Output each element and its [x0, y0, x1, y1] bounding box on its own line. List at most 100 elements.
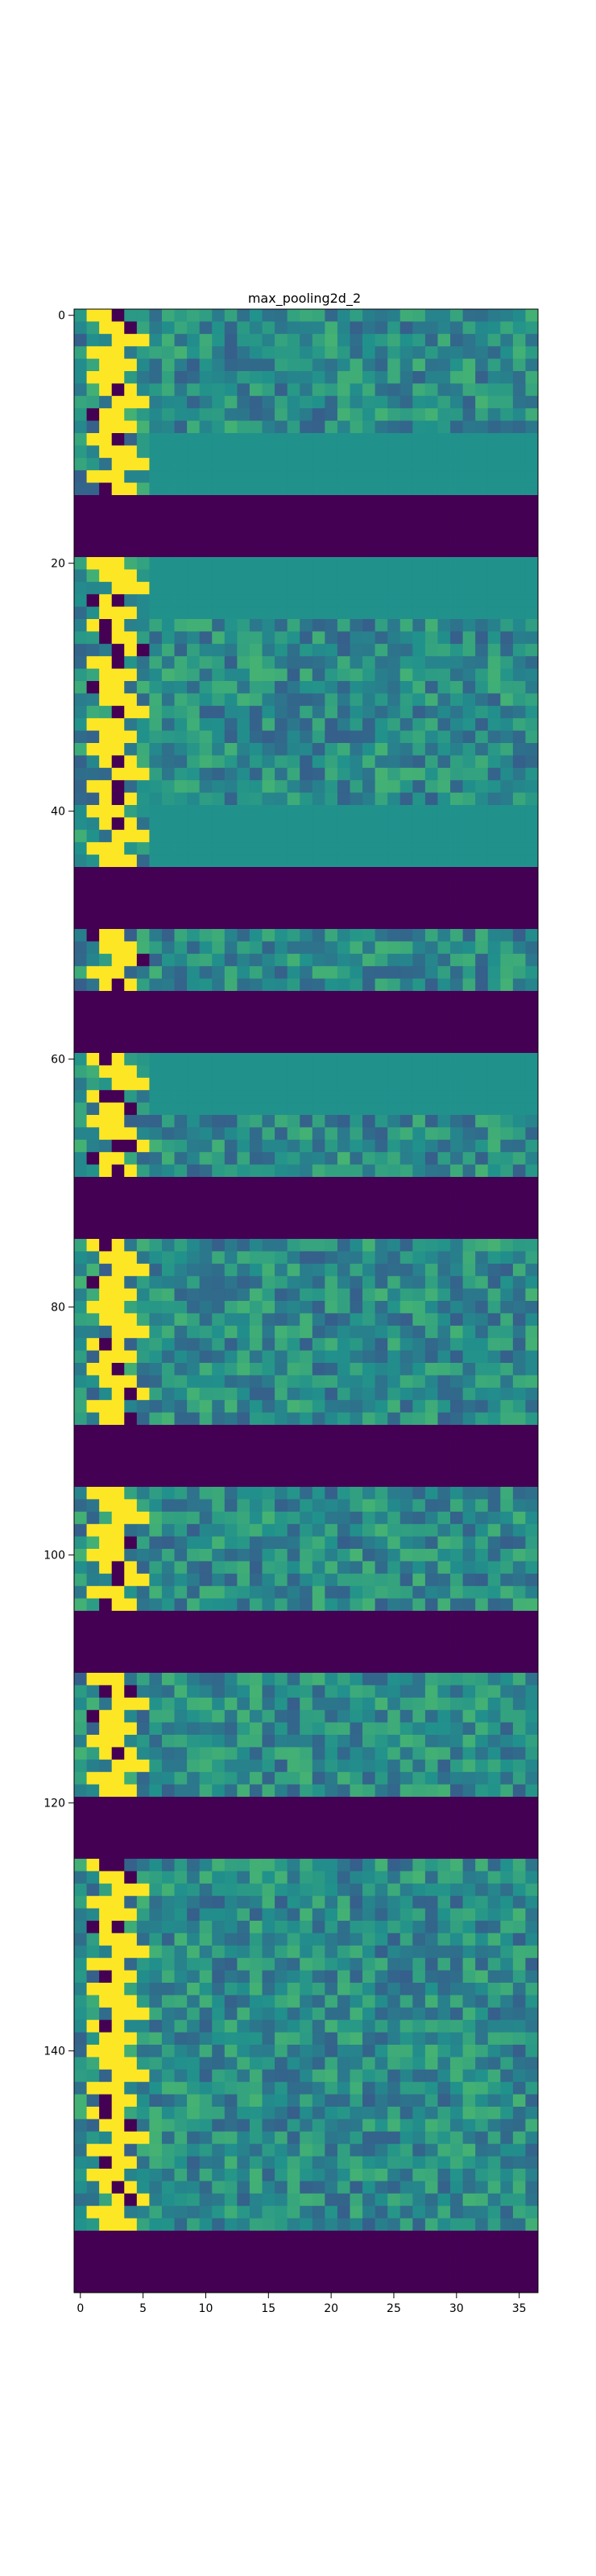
- heatmap-cell: [136, 1921, 150, 1934]
- heatmap-cell: [300, 891, 313, 905]
- heatmap-cell: [249, 1177, 263, 1190]
- heatmap-cell: [487, 1325, 501, 1339]
- heatmap-cell: [512, 1896, 526, 1909]
- heatmap-cell: [74, 929, 87, 942]
- heatmap-cell: [437, 631, 451, 645]
- heatmap-cell: [437, 1201, 451, 1215]
- heatmap-cell: [300, 1784, 313, 1798]
- heatmap-cell: [525, 1102, 539, 1116]
- heatmap-cell: [424, 1697, 438, 1711]
- heatmap-cell: [462, 879, 476, 893]
- heatmap-cell: [312, 1697, 325, 1711]
- heatmap-cell: [325, 1586, 338, 1599]
- heatmap-cell: [212, 333, 226, 347]
- heatmap-cell: [199, 953, 213, 967]
- heatmap-cell: [249, 1710, 263, 1723]
- heatmap-cell: [74, 1214, 87, 1227]
- heatmap-cell: [500, 1449, 514, 1463]
- heatmap-cell: [237, 507, 250, 521]
- heatmap-cell: [124, 1635, 138, 1649]
- heatmap-cell: [462, 445, 476, 459]
- heatmap-cell: [424, 1214, 438, 1227]
- heatmap-cell: [262, 966, 275, 979]
- heatmap-cell: [99, 1784, 113, 1798]
- heatmap-cell: [350, 1809, 363, 1823]
- heatmap-cell: [325, 1053, 338, 1066]
- heatmap-cell: [237, 1635, 250, 1649]
- heatmap-cell: [86, 1722, 100, 1736]
- heatmap-cell: [149, 1363, 163, 1376]
- heatmap-cell: [174, 817, 188, 831]
- heatmap-cell: [475, 1487, 489, 1500]
- heatmap-cell: [375, 941, 388, 955]
- heatmap-cell: [337, 1759, 350, 1773]
- heatmap-cell: [375, 1065, 388, 1079]
- heatmap-cell: [249, 1623, 263, 1637]
- heatmap-cell: [475, 1536, 489, 1550]
- heatmap-cell: [462, 1871, 476, 1885]
- heatmap-cell: [187, 594, 201, 607]
- heatmap-cell: [500, 1437, 514, 1451]
- heatmap-cell: [325, 383, 338, 397]
- heatmap-cell: [212, 792, 226, 806]
- heatmap-cell: [412, 941, 426, 955]
- heatmap-cell: [325, 395, 338, 409]
- heatmap-cell: [487, 1797, 501, 1810]
- heatmap-cell: [300, 1573, 313, 1587]
- heatmap-cell: [187, 991, 201, 1004]
- heatmap-cell: [187, 420, 201, 434]
- heatmap-cell: [74, 1350, 87, 1364]
- heatmap-cell: [424, 1573, 438, 1587]
- heatmap-cell: [487, 1685, 501, 1699]
- heatmap-cell: [325, 470, 338, 483]
- heatmap-cell: [437, 829, 451, 843]
- heatmap-cell: [437, 532, 451, 545]
- heatmap-cell: [161, 1660, 175, 1674]
- heatmap-cell: [237, 718, 250, 731]
- heatmap-cell: [437, 842, 451, 855]
- heatmap-cell: [161, 1325, 175, 1339]
- heatmap-cell: [212, 929, 226, 942]
- heatmap-cell: [275, 1611, 288, 1624]
- heatmap-cell: [424, 1871, 438, 1885]
- heatmap-cell: [275, 1809, 288, 1823]
- heatmap-cell: [111, 767, 125, 781]
- heatmap-cell: [124, 916, 138, 930]
- heatmap-cell: [174, 1933, 188, 1946]
- heatmap-cell: [475, 1945, 489, 1959]
- heatmap-cell: [275, 1660, 288, 1674]
- heatmap-cell: [500, 1660, 514, 1674]
- heatmap-cell: [325, 730, 338, 744]
- heatmap-cell: [300, 346, 313, 359]
- heatmap-cell: [362, 1263, 376, 1277]
- heatmap-cell: [99, 1797, 113, 1810]
- heatmap-cell: [99, 879, 113, 893]
- heatmap-cell: [262, 1772, 275, 1785]
- heatmap-cell: [399, 544, 413, 558]
- heatmap-cell: [300, 1933, 313, 1946]
- heatmap-cell: [187, 1040, 201, 1054]
- heatmap-cell: [312, 1685, 325, 1699]
- heatmap-cell: [124, 1970, 138, 1984]
- heatmap-cell: [136, 1896, 150, 1909]
- heatmap-cell: [312, 1189, 325, 1203]
- heatmap-cell: [136, 1139, 150, 1153]
- heatmap-cell: [462, 1425, 476, 1438]
- heatmap-cell: [312, 829, 325, 843]
- heatmap-cell: [149, 1735, 163, 1748]
- heatmap-cell: [412, 1598, 426, 1612]
- heatmap-cell: [475, 1090, 489, 1103]
- heatmap-cell: [424, 333, 438, 347]
- heatmap-cell: [237, 1797, 250, 1810]
- heatmap-cell: [399, 755, 413, 769]
- heatmap-cell: [149, 792, 163, 806]
- heatmap-cell: [337, 569, 350, 583]
- heatmap-cell: [462, 1400, 476, 1413]
- heatmap-cell: [187, 1239, 201, 1252]
- heatmap-cell: [424, 544, 438, 558]
- heatmap-cell: [462, 1152, 476, 1165]
- heatmap-cell: [512, 1474, 526, 1488]
- heatmap-cell: [99, 1648, 113, 1661]
- heatmap-cell: [337, 916, 350, 930]
- heatmap-cell: [300, 1437, 313, 1451]
